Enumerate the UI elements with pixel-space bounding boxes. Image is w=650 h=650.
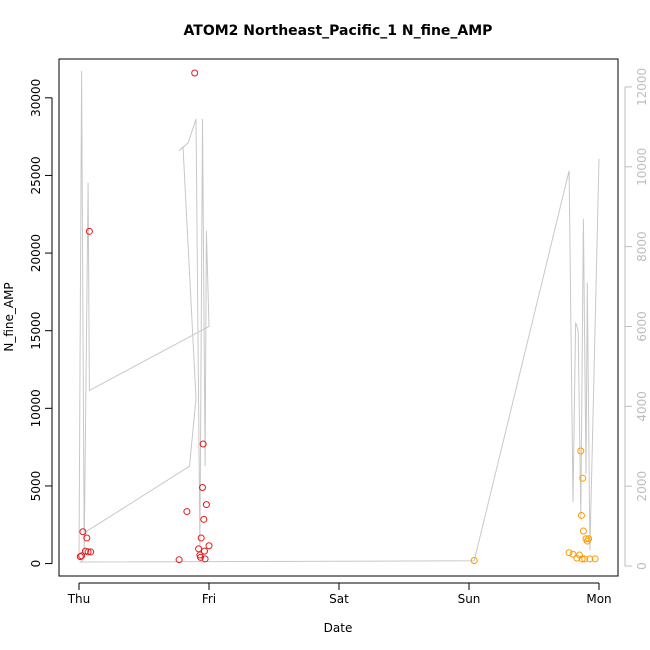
y-tick-label: 25000 bbox=[29, 156, 43, 194]
data-point-red bbox=[78, 552, 86, 560]
secondary-series-layer bbox=[78, 70, 600, 563]
data-point-red bbox=[87, 548, 95, 556]
x-tick-label: Fri bbox=[202, 592, 216, 606]
data-point-orange bbox=[586, 555, 594, 563]
y2-tick-label: 12000 bbox=[635, 68, 649, 106]
data-point-orange bbox=[579, 474, 587, 482]
data-point-red bbox=[183, 508, 191, 516]
x-tick-label: Sun bbox=[458, 592, 481, 606]
data-point-orange bbox=[581, 555, 589, 563]
data-point-orange bbox=[577, 447, 585, 455]
x-axis: Thu Fri Sat Sun Mon bbox=[67, 582, 612, 606]
chart-title: ATOM2 Northeast_Pacific_1 N_fine_AMP bbox=[184, 23, 493, 39]
data-point-red bbox=[85, 227, 93, 235]
data-point-red bbox=[195, 545, 203, 553]
y-tick-label: 20000 bbox=[29, 234, 43, 272]
data-point-red bbox=[197, 553, 205, 561]
y-tick-label: 15000 bbox=[29, 312, 43, 350]
y2-tick-label: 4000 bbox=[635, 391, 649, 422]
data-point-orange bbox=[577, 511, 585, 519]
data-point-red bbox=[205, 542, 213, 550]
data-point-orange bbox=[578, 555, 586, 563]
y-tick-label: 5000 bbox=[29, 471, 43, 502]
data-point-orange bbox=[569, 550, 577, 558]
y2-tick-label: 2000 bbox=[635, 471, 649, 502]
y-tick-label: 30000 bbox=[29, 79, 43, 117]
y2-tick-label: 10000 bbox=[635, 148, 649, 186]
data-point-orange bbox=[470, 556, 478, 564]
data-point-red bbox=[199, 484, 206, 492]
data-point-red bbox=[83, 534, 91, 542]
y2-tick-label: 0 bbox=[635, 562, 649, 570]
points-layer bbox=[76, 69, 599, 564]
data-point-orange bbox=[579, 527, 587, 535]
plot-frame bbox=[58, 58, 619, 577]
y2-tick-label: 6000 bbox=[635, 311, 649, 342]
x-tick-label: Mon bbox=[586, 592, 611, 606]
data-point-red bbox=[79, 528, 87, 536]
data-point-red bbox=[200, 515, 208, 523]
x-tick-label: Sat bbox=[329, 592, 349, 606]
data-point-red bbox=[197, 534, 205, 542]
data-point-orange bbox=[565, 549, 573, 557]
secondary-series-line bbox=[78, 70, 600, 563]
data-point-red bbox=[175, 556, 183, 564]
y2-tick-label: 8000 bbox=[635, 231, 649, 262]
data-point-red bbox=[84, 548, 92, 556]
y-axis-label: N_fine_AMP bbox=[2, 282, 16, 351]
data-point-orange bbox=[585, 535, 593, 543]
y-tick-label: 0 bbox=[29, 560, 43, 568]
data-point-red bbox=[199, 440, 207, 448]
data-point-red bbox=[76, 553, 84, 561]
y-axis-left: 0 5000 10000 15000 20000 25000 30000 bbox=[29, 79, 53, 568]
data-point-red bbox=[200, 547, 208, 555]
y-axis-right: 0 2000 4000 6000 8000 10000 12000 bbox=[624, 68, 649, 570]
data-point-red bbox=[201, 555, 209, 563]
y-tick-label: 10000 bbox=[29, 389, 43, 427]
data-point-red bbox=[191, 69, 199, 77]
x-axis-label: Date bbox=[324, 621, 353, 635]
data-point-orange bbox=[591, 555, 599, 563]
data-point-red bbox=[202, 501, 210, 509]
x-tick-label: Thu bbox=[67, 592, 91, 606]
